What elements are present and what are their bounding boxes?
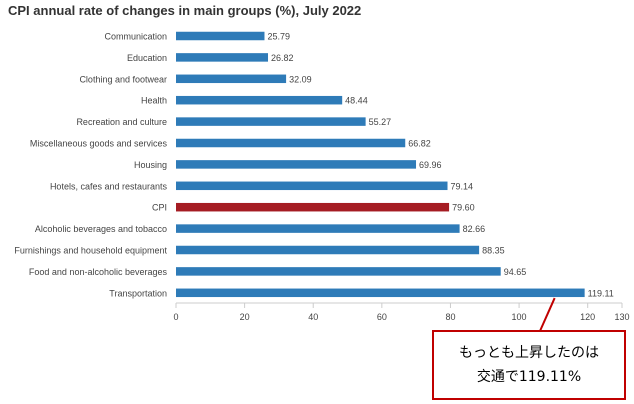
category-label-cpi: CPI bbox=[152, 203, 167, 213]
value-label-furnishings-and-household-equipment: 88.35 bbox=[482, 246, 505, 256]
category-label-hotels-cafes-and-restaurants: Hotels, cafes and restaurants bbox=[50, 181, 168, 191]
bars-layer bbox=[176, 31, 585, 298]
chart-title: CPI annual rate of changes in main group… bbox=[8, 3, 362, 18]
labels-layer: Communication 25.79 Education 26.82 Clothing… bbox=[14, 32, 613, 299]
bar-housing bbox=[176, 160, 417, 169]
category-label-housing: Housing bbox=[134, 160, 167, 170]
x-axis: 0 20 40 60 80 100 120 130 bbox=[173, 302, 630, 322]
value-label-miscellaneous-goods-and-services: 66.82 bbox=[408, 139, 431, 149]
bar-alcoholic-beverages-and-tobacco bbox=[176, 224, 460, 233]
x-tick-label-20: 20 bbox=[240, 312, 250, 322]
x-tick-label-130: 130 bbox=[614, 312, 629, 322]
bar-recreation-and-culture bbox=[176, 117, 366, 126]
x-tick-label-40: 40 bbox=[308, 312, 318, 322]
x-tick-label-80: 80 bbox=[445, 312, 455, 322]
value-label-housing: 69.96 bbox=[419, 160, 442, 170]
bar-hotels-cafes-and-restaurants bbox=[176, 181, 448, 191]
value-label-clothing-and-footwear: 32.09 bbox=[289, 74, 312, 84]
x-tick-label-120: 120 bbox=[580, 312, 595, 322]
bar-food-and-non-alcoholic-beverages bbox=[176, 267, 501, 276]
bar-health bbox=[176, 95, 343, 105]
value-label-food-and-non-alcoholic-beverages: 94.65 bbox=[504, 267, 527, 277]
category-label-recreation-and-culture: Recreation and culture bbox=[76, 117, 167, 127]
annotation-line-1: もっとも上昇したのは bbox=[459, 345, 599, 361]
bar-furnishings-and-household-equipment bbox=[176, 245, 480, 255]
annotation-line-2: 交通で119.11% bbox=[476, 369, 582, 385]
value-label-communication: 25.79 bbox=[267, 32, 290, 42]
x-tick-label-60: 60 bbox=[377, 312, 387, 322]
value-label-education: 26.82 bbox=[271, 53, 294, 63]
x-tick-label-100: 100 bbox=[512, 312, 527, 322]
category-label-food-and-non-alcoholic-beverages: Food and non-alcoholic beverages bbox=[29, 267, 168, 277]
value-label-hotels-cafes-and-restaurants: 79.14 bbox=[451, 181, 474, 191]
category-label-miscellaneous-goods-and-services: Miscellaneous goods and services bbox=[30, 139, 168, 149]
value-label-health: 48.44 bbox=[345, 96, 368, 106]
category-label-communication: Communication bbox=[104, 32, 167, 42]
bar-miscellaneous-goods-and-services bbox=[176, 138, 406, 148]
bar-clothing-and-footwear bbox=[176, 74, 287, 84]
bar-cpi bbox=[176, 202, 450, 212]
value-label-alcoholic-beverages-and-tobacco: 82.66 bbox=[463, 224, 486, 234]
bar-communication bbox=[176, 31, 265, 41]
category-label-education: Education bbox=[127, 53, 167, 63]
category-label-health: Health bbox=[141, 96, 167, 106]
bar-transportation bbox=[176, 288, 585, 298]
category-label-clothing-and-footwear: Clothing and footwear bbox=[79, 74, 167, 84]
category-label-furnishings-and-household-equipment: Furnishings and household equipment bbox=[14, 246, 167, 256]
annotation-callout: もっとも上昇したのは 交通で119.11% bbox=[432, 330, 626, 400]
value-label-cpi: 79.60 bbox=[452, 203, 475, 213]
callout-pointer bbox=[539, 297, 556, 332]
bar-education bbox=[176, 53, 269, 62]
category-label-alcoholic-beverages-and-tobacco: Alcoholic beverages and tobacco bbox=[35, 224, 167, 234]
value-label-transportation: 119.11 bbox=[588, 288, 614, 298]
x-tick-label-0: 0 bbox=[173, 312, 178, 322]
value-label-recreation-and-culture: 55.27 bbox=[369, 117, 392, 127]
category-label-transportation: Transportation bbox=[109, 288, 167, 298]
